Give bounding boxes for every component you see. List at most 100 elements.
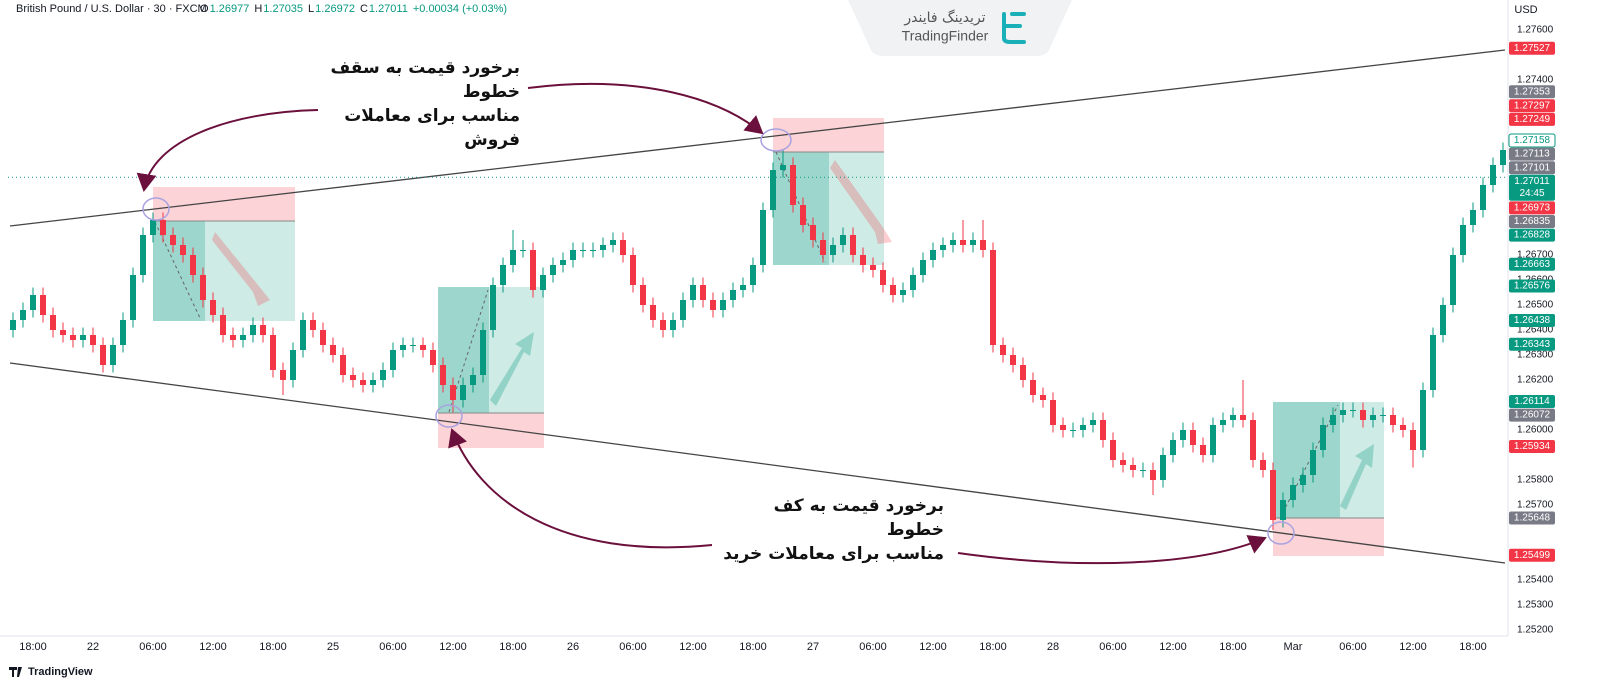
price-badge — [1509, 440, 1555, 453]
stop-zone — [773, 118, 884, 152]
buy-annotation: برخورد قیمت به کف خطوط مناسب برای معاملا… — [720, 494, 944, 566]
x-tick-label: 26 — [567, 641, 579, 653]
trend-line — [9, 49, 1506, 227]
price-badge — [1509, 279, 1555, 293]
trend-line — [9, 362, 1506, 564]
candle-body — [1200, 445, 1206, 455]
candle-body — [550, 265, 556, 275]
price-badge-label: 1.25499 — [1514, 550, 1551, 561]
x-tick-label: 18:00 — [499, 641, 527, 653]
price-badge — [1509, 257, 1555, 271]
candle-body — [410, 345, 416, 346]
currency-label: USD — [1514, 4, 1537, 16]
price-badge-label: 1.26072 — [1514, 410, 1551, 421]
ohlc-value: 1.26977 — [210, 3, 250, 15]
annotation-line: مناسب برای معاملات فروش — [344, 106, 520, 150]
price-badge-label: 1.26343 — [1514, 339, 1551, 350]
price-badge-label: 1.27113 — [1514, 149, 1550, 160]
candle-body — [1110, 440, 1116, 460]
candle-body — [360, 380, 366, 385]
filled-zone — [153, 221, 205, 321]
price-badge-label: 1.27158 — [1514, 135, 1551, 146]
candle-body — [170, 235, 176, 245]
candle-body — [20, 310, 26, 320]
y-tick-label: 1.26700 — [1517, 250, 1554, 261]
price-badge-label: 1.27101 — [1514, 162, 1551, 173]
price-badge-label: 1.26576 — [1514, 281, 1551, 292]
candle-body — [1470, 210, 1476, 225]
candle-body — [500, 265, 506, 285]
x-tick-label: 18:00 — [1459, 641, 1487, 653]
countdown: 24:45 — [1519, 188, 1544, 199]
candle-body — [820, 240, 826, 255]
candle-body — [920, 260, 926, 275]
price-badge-label: 1.27249 — [1514, 114, 1551, 125]
candle-body — [1370, 415, 1376, 420]
tv-logo — [9, 667, 22, 677]
candle-body — [770, 170, 776, 210]
price-badge-label: 1.27353 — [1514, 86, 1551, 97]
candle-body — [230, 335, 236, 340]
candle-body — [1240, 415, 1246, 420]
candle-body — [1210, 425, 1216, 455]
candle-body — [640, 285, 646, 305]
candle-body — [1160, 455, 1166, 480]
candle-body — [430, 350, 436, 365]
candle-body — [1420, 390, 1426, 450]
price-badge — [1509, 112, 1555, 126]
candle-body — [1080, 425, 1086, 430]
candle-body — [1450, 255, 1456, 305]
candle-body — [790, 165, 796, 205]
candle-body — [290, 350, 296, 380]
candle-body — [460, 385, 466, 400]
candle-body — [440, 365, 446, 385]
x-tick-label: 12:00 — [1399, 641, 1427, 653]
x-tick-label: 22 — [87, 641, 99, 653]
candle-body — [90, 335, 96, 345]
candle-body — [320, 330, 326, 345]
watermark — [848, 0, 1072, 56]
annotation-line: مناسب برای معاملات خرید — [723, 544, 944, 564]
candle-body — [1010, 355, 1016, 365]
candle-body — [400, 345, 406, 350]
candle-body — [490, 285, 496, 330]
candle-body — [970, 240, 976, 245]
candle-body — [990, 250, 996, 345]
price-badge — [1509, 215, 1555, 228]
candle-body — [810, 225, 816, 240]
candle-body — [210, 300, 216, 315]
candle-body — [50, 315, 56, 330]
candle-body — [240, 335, 246, 340]
watermark-latin: TradingFinder — [902, 28, 989, 44]
candle-body — [750, 265, 756, 285]
watermark-persian: تریدینگ فایندر — [903, 9, 985, 26]
ohlc-label: C — [360, 3, 368, 15]
candle-body — [270, 335, 276, 370]
candle-body — [100, 345, 106, 365]
candle-body — [60, 330, 66, 335]
candle-body — [1130, 465, 1136, 470]
annotation-line: برخورد قیمت به کف خطوط — [773, 496, 944, 540]
y-tick-label: 1.25400 — [1517, 575, 1554, 586]
price-badge — [1509, 408, 1555, 422]
candle-body — [1300, 475, 1306, 485]
change-value: +0.00034 (+0.03%) — [413, 3, 507, 15]
candle-body — [1390, 415, 1396, 425]
candle-body — [1400, 425, 1406, 430]
price-badge — [1509, 147, 1555, 161]
candle-body — [470, 375, 476, 385]
candle-body — [1350, 410, 1356, 411]
x-tick-label: 25 — [327, 641, 339, 653]
price-badge-label: 1.27297 — [1514, 100, 1551, 111]
candle-body — [1430, 335, 1436, 390]
ohlc-value: 1.27035 — [263, 3, 303, 15]
symbol-title: British Pound / U.S. Dollar · 30 · FXCM — [16, 3, 207, 15]
y-tick-label: 1.26300 — [1517, 350, 1554, 361]
price-badge-label: 1.27527 — [1514, 43, 1551, 54]
candle-body — [1120, 460, 1126, 465]
candle-body — [1410, 430, 1416, 450]
ohlc-label: H — [254, 3, 262, 15]
candle-body — [340, 355, 346, 375]
candle-body — [530, 250, 536, 290]
